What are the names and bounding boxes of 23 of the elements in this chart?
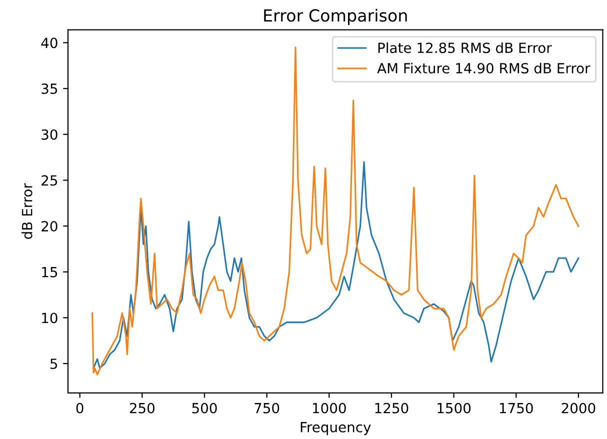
x-tick-label: 1250	[375, 402, 408, 414]
chart-title: Error Comparison	[264, 8, 407, 25]
y-tick-label: 20	[42, 221, 58, 232]
y-axis-title: dB Error	[22, 183, 32, 239]
legend-label: Plate 12.85 RMS dB Error	[378, 42, 552, 54]
y-tick-label: 35	[42, 83, 58, 94]
y-tick-label: 30	[42, 129, 58, 140]
y-tick-label: 10	[42, 312, 58, 324]
x-tick-label: 1500	[438, 402, 471, 414]
x-tick-label: 1750	[500, 402, 533, 414]
x-tick-label: 750	[254, 402, 280, 414]
y-tick-label: 5	[50, 358, 58, 370]
x-tick-label: 500	[192, 402, 217, 414]
line-series	[92, 161, 580, 369]
legend-label: AM Fixture 14.90 RMS dB Error	[377, 62, 590, 74]
y-tick-label: 25	[42, 175, 58, 186]
x-tick-label: 1000	[312, 402, 346, 414]
x-tick-label: 2000	[562, 402, 596, 414]
y-tick-label: 40	[41, 38, 58, 48]
x-tick-label: 250	[130, 402, 154, 414]
x-axis-title: Frequency	[300, 422, 371, 436]
x-tick-label: 0	[76, 402, 84, 414]
y-tick-label: 15	[42, 267, 58, 278]
